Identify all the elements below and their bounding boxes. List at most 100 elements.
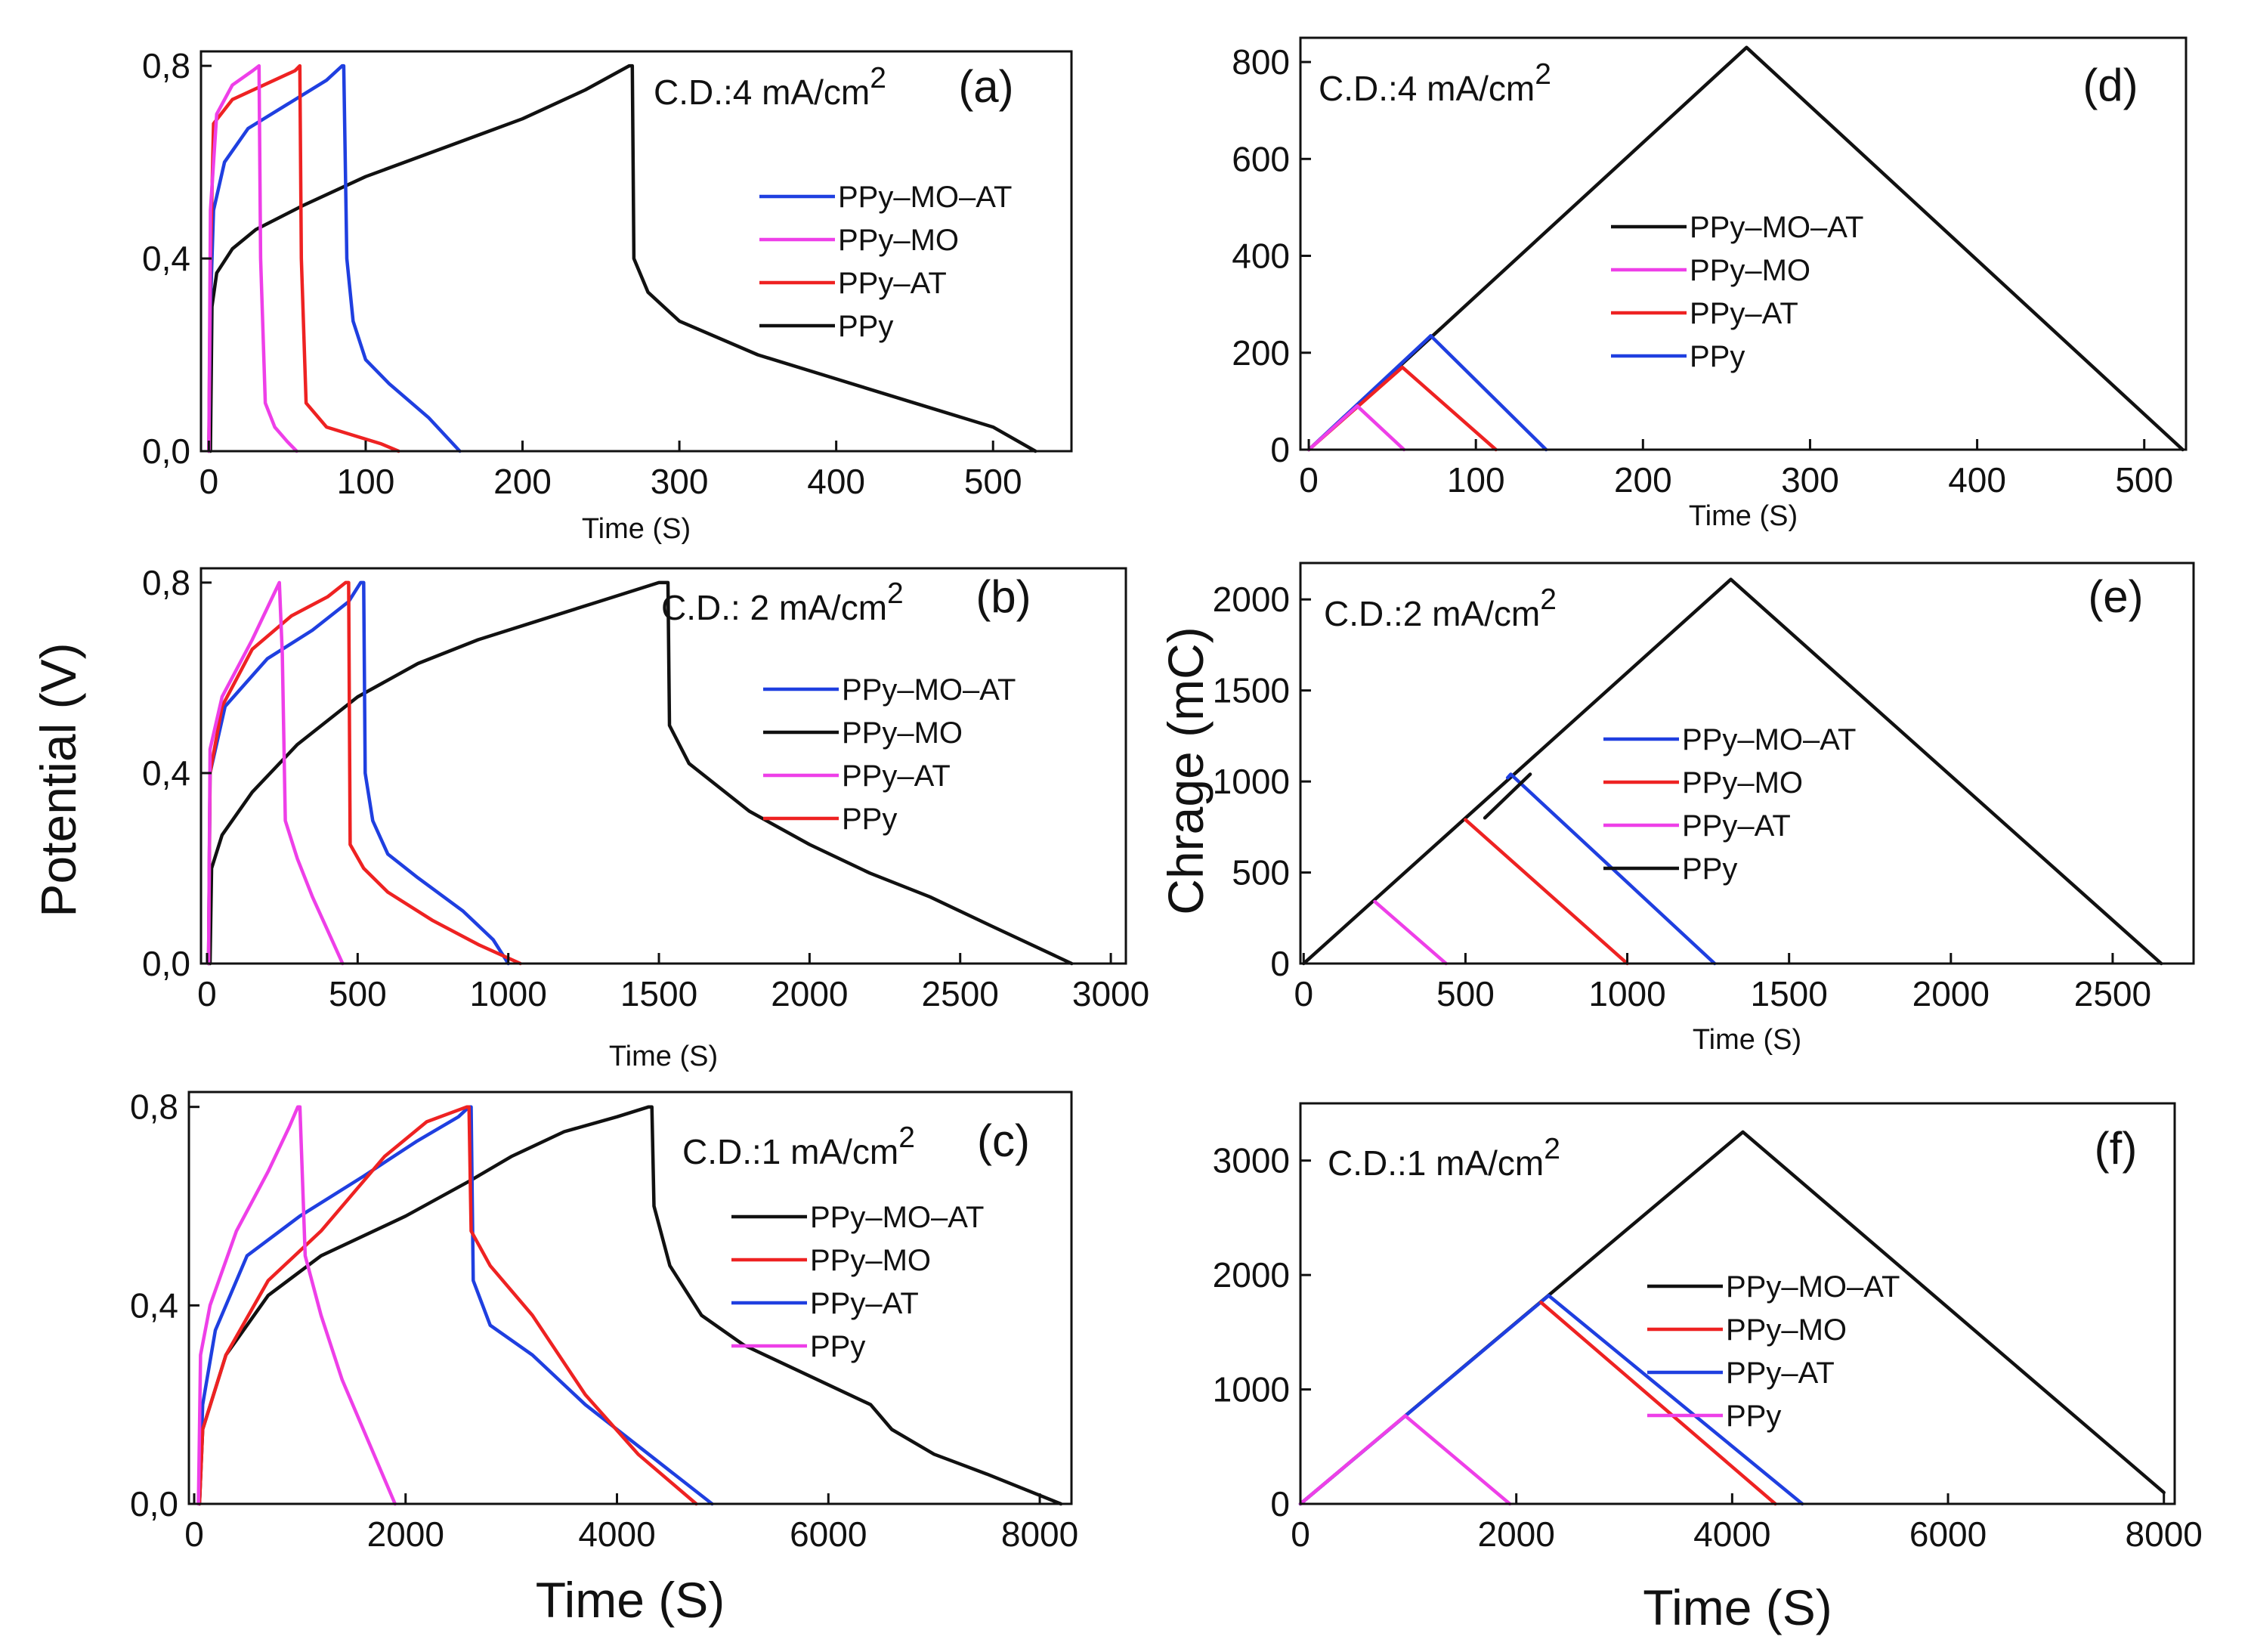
condition-text-b: C.D.: 2 mA/cm — [661, 588, 887, 627]
condition-text-c: C.D.:1 mA/cm — [682, 1132, 898, 1171]
x-tick-label-d: 0 — [1299, 460, 1319, 500]
y-tick-label-d: 400 — [1232, 237, 1290, 276]
condition-label-f: C.D.:1 mA/cm2 — [1328, 1133, 1560, 1183]
series-line-a-3 — [207, 63, 298, 453]
x-tick-label-b: 3000 — [1072, 974, 1149, 1013]
x-tick-label-f: 4000 — [1693, 1514, 1770, 1554]
legend-c: PPy–MO–AT PPy–MO PPy–AT PPy — [731, 1201, 984, 1363]
plot-frame-f — [1299, 1102, 2176, 1505]
x-tick-label-c: 8000 — [1001, 1514, 1078, 1554]
x-tick-label-d: 500 — [2115, 460, 2173, 500]
y-tick-label-b: 0,8 — [142, 563, 190, 602]
condition-text-e: C.D.:2 mA/cm — [1324, 594, 1540, 633]
y-tick-label-f: 1000 — [1213, 1370, 1290, 1409]
legend-label-a: PPy–MO — [838, 224, 959, 257]
y-tick-label-e: 2000 — [1213, 580, 1290, 619]
legend-label-d: PPy — [1690, 340, 1745, 373]
panel-e: 0 500 1000 1500 2000 2500 0 500 1000 1500 2000 Time… — [1213, 561, 2195, 1056]
x-tick-label-c: 2000 — [367, 1514, 444, 1554]
condition-label-e: C.D.:2 mA/cm2 — [1324, 583, 1557, 633]
legend-label-d: PPy–MO — [1690, 254, 1810, 287]
panel-f: 0 2000 4000 6000 8000 0 1000 2000 3000 Time (S) C.… — [1213, 1102, 2203, 1635]
legend-label-e: PPy–MO — [1682, 766, 1803, 800]
series-line-c-0 — [197, 1105, 1063, 1506]
series-line-f-3 — [1298, 1414, 1512, 1506]
x-axis-label-b: Time (S) — [609, 1041, 718, 1072]
legend-label-b: PPy–MO–AT — [842, 673, 1016, 707]
x-tick-label-c: 4000 — [578, 1514, 655, 1554]
x-tick-label-d: 100 — [1447, 460, 1505, 500]
x-tick-label-f: 6000 — [1909, 1514, 1987, 1554]
legend-label-a: PPy — [838, 310, 893, 343]
x-tick-label-d: 300 — [1781, 460, 1839, 500]
y-tick-label-d: 800 — [1232, 42, 1290, 82]
x-tick-label-e: 1000 — [1588, 974, 1665, 1013]
x-tick-label-d: 400 — [1948, 460, 2006, 500]
condition-superscript-b: 2 — [887, 577, 904, 610]
x-tick-label-b: 0 — [197, 974, 217, 1013]
y-tick-label-d: 600 — [1232, 139, 1290, 178]
series-line-e-1 — [1505, 772, 1717, 966]
x-tick-label-e: 0 — [1294, 974, 1313, 1013]
series-line-e-0 — [1302, 577, 2163, 966]
condition-text-d: C.D.:4 mA/cm — [1319, 69, 1535, 108]
series-line-c-1 — [197, 1105, 714, 1506]
series-line-c-3 — [196, 1105, 397, 1506]
y-tick-label-f: 2000 — [1213, 1255, 1290, 1295]
x-axis-label-d: Time (S) — [1689, 500, 1798, 532]
x-tick-label-e: 2000 — [1912, 974, 1990, 1013]
condition-label-b: C.D.: 2 mA/cm2 — [661, 577, 904, 627]
y-tick-label-d: 200 — [1232, 333, 1290, 373]
x-tick-label-e: 2500 — [2074, 974, 2151, 1013]
legend-label-c: PPy–MO — [810, 1244, 931, 1277]
legend-label-b: PPy–AT — [842, 759, 951, 793]
condition-superscript-f: 2 — [1544, 1133, 1560, 1165]
condition-label-a: C.D.:4 mA/cm2 — [654, 62, 886, 112]
y-tick-label-f: 0 — [1270, 1484, 1290, 1524]
legend-label-f: PPy–MO — [1726, 1313, 1847, 1347]
x-tick-label-c: 0 — [184, 1514, 204, 1554]
legend-label-f: PPy — [1726, 1400, 1781, 1433]
y-tick-label-e: 0 — [1270, 944, 1290, 983]
x-axis-label-c: Time (S) — [536, 1572, 725, 1628]
panel-d: 0 100 200 300 400 500 0 200 400 600 800 Time (S) C.D… — [1232, 36, 2188, 532]
series-line-a-0 — [209, 63, 1037, 453]
plot-frame-b — [199, 567, 1127, 965]
y-tick-label-b: 0,4 — [142, 753, 190, 793]
y-tick-label-a: 0,8 — [142, 46, 190, 85]
panel-c: 0 2000 4000 6000 8000 0,0 0,4 0,8 Time (S) C.D.:1… — [130, 1087, 1078, 1628]
y-tick-label-e: 1000 — [1213, 762, 1290, 801]
legend-label-d: PPy–MO–AT — [1690, 211, 1863, 244]
series-line-d-0 — [1306, 45, 2185, 452]
panel-a: 0 100 200 300 400 500 0,0 0,4 0,8 Time (S) C.D.:4 … — [142, 46, 1073, 545]
y-tick-label-e: 1500 — [1213, 671, 1290, 710]
legend-label-b: PPy–MO — [842, 716, 963, 750]
panel-label-f: (f) — [2095, 1123, 2138, 1174]
x-tick-label-b: 2000 — [771, 974, 848, 1013]
series-line-e-4 — [1483, 772, 1532, 820]
condition-text-a: C.D.:4 mA/cm — [654, 73, 870, 112]
series-line-a-2 — [207, 63, 400, 453]
series-line-d-3 — [1306, 404, 1406, 452]
series-line-b-0 — [208, 580, 1074, 966]
legend-label-e: PPy — [1682, 852, 1737, 886]
plot-frame-d — [1299, 36, 2188, 451]
legend-f: PPy–MO–AT PPy–MO PPy–AT PPy — [1647, 1270, 1900, 1433]
x-tick-label-a: 400 — [807, 462, 865, 501]
y-tick-label-e: 500 — [1232, 853, 1290, 893]
series-line-b-2 — [206, 580, 522, 966]
condition-text-f: C.D.:1 mA/cm — [1328, 1143, 1544, 1183]
x-tick-label-a: 500 — [964, 462, 1022, 501]
series-line-e-2 — [1464, 818, 1629, 966]
y-tick-label-c: 0,8 — [130, 1087, 178, 1127]
plot-frame-e — [1299, 561, 2195, 965]
legend-label-c: PPy–MO–AT — [810, 1201, 984, 1234]
legend-label-e: PPy–AT — [1682, 809, 1791, 843]
legend-label-b: PPy — [842, 803, 897, 836]
series-line-a-1 — [207, 63, 462, 453]
series-line-b-1 — [206, 580, 510, 966]
series-line-c-2 — [197, 1105, 698, 1506]
legend-label-d: PPy–AT — [1690, 297, 1798, 330]
panel-label-b: (b) — [976, 571, 1031, 622]
x-axis-label-a: Time (S) — [582, 513, 691, 545]
